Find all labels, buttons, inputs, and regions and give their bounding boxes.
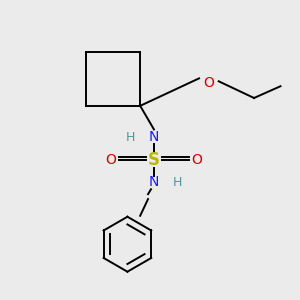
Text: O: O [192,153,203,167]
Text: S: S [148,151,160,169]
Text: H: H [126,131,135,144]
Text: H: H [173,176,182,189]
Text: N: N [149,176,159,189]
Text: O: O [105,153,116,167]
Text: O: O [203,76,214,90]
Text: N: N [149,130,159,144]
